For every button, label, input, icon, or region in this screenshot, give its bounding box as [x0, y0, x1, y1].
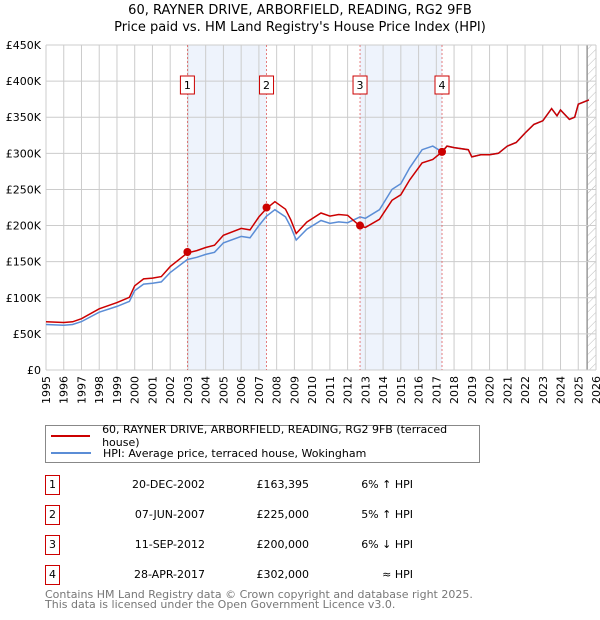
x-tick-label: 2009: [288, 376, 301, 404]
x-tick-label: 2012: [342, 376, 355, 404]
y-tick-label: £200K: [6, 220, 42, 233]
x-tick-label: 2000: [129, 376, 142, 404]
sale-date: 20-DEC-2002: [131, 478, 205, 491]
sale-date: 07-JUN-2007: [134, 508, 205, 521]
y-tick-label: £450K: [6, 39, 42, 52]
sale-number-badge: 1: [45, 475, 60, 495]
property-line: [45, 99, 590, 324]
x-tick-label: 2008: [271, 376, 284, 404]
sale-label-box: [179, 75, 195, 95]
sale-label: 3: [357, 79, 364, 92]
x-tick-label: 2007: [253, 376, 266, 404]
sale-label: 4: [439, 79, 446, 92]
sale-hpi-comparison: 5% ↑ HPI: [361, 508, 413, 521]
x-tick-label: 2019: [466, 376, 479, 404]
x-tick-label: 2013: [359, 376, 372, 404]
x-tick-label: 2011: [324, 376, 337, 404]
x-tick-label: 1997: [75, 376, 88, 404]
y-tick-label: £0: [27, 364, 41, 377]
sale-label: 1: [184, 79, 191, 92]
sale-price: £302,000: [256, 568, 310, 581]
sale-label-box: [352, 75, 368, 95]
x-tick-label: 2017: [430, 376, 443, 404]
x-tick-label: 2001: [146, 376, 159, 404]
y-tick-label: £100K: [6, 292, 42, 305]
x-tick-label: 2010: [306, 376, 319, 404]
footer-line-1: Contains HM Land Registry data © Crown c…: [45, 588, 473, 601]
sale-hpi-comparison: ≈ HPI: [382, 568, 413, 581]
chart-legend: 60, RAYNER DRIVE, ARBORFIELD, READING, R…: [45, 423, 480, 463]
shaded-period: [187, 45, 267, 370]
y-tick-label: £350K: [6, 111, 42, 124]
sale-number-badge: 2: [45, 505, 60, 525]
forecast-hatch: [587, 45, 596, 370]
sale-point: [438, 147, 446, 156]
x-tick-label: 2020: [484, 376, 497, 404]
x-tick-label: 2024: [555, 376, 568, 404]
sale-point: [356, 221, 365, 230]
sale-label: 2: [263, 79, 270, 92]
x-tick-label: 2014: [377, 376, 390, 404]
y-tick-label: £50K: [13, 328, 42, 341]
x-tick-label: 1998: [93, 376, 106, 404]
x-tick-label: 2015: [395, 376, 408, 404]
sale-label-box: [259, 75, 275, 95]
y-tick-label: £250K: [6, 183, 42, 196]
sale-price: £163,395: [256, 478, 310, 491]
sale-point: [183, 247, 192, 256]
sale-number-badge: 3: [45, 535, 60, 555]
footer-line-2: This data is licensed under the Open Gov…: [45, 598, 396, 611]
x-tick-label: 2025: [572, 376, 585, 404]
x-tick-label: 1999: [111, 376, 124, 404]
legend-property-label: 60, RAYNER DRIVE, ARBORFIELD, READING, R…: [102, 423, 448, 449]
y-tick-label: £400K: [6, 75, 42, 88]
sale-price: £225,000: [256, 508, 310, 521]
legend-hpi-label: HPI: Average price, terraced house, Woki…: [103, 446, 367, 460]
sale-row: 1 20-DEC-2002 £163,395 6% ↑ HPI: [45, 475, 445, 495]
x-tick-label: 1995: [40, 376, 53, 404]
x-tick-label: 2016: [413, 376, 426, 404]
price-chart: 1995 1996 1997 1998 1999 2000 2001 2002 2003 2004…: [6, 39, 600, 404]
x-tick-label: 2022: [519, 376, 532, 404]
sale-hpi-comparison: 6% ↑ HPI: [361, 478, 413, 491]
sale-row: 4 28-APR-2017 £302,000 ≈ HPI: [45, 565, 445, 585]
x-tick-label: 2006: [235, 376, 248, 404]
y-tick-label: £150K: [6, 256, 42, 269]
sale-point: [262, 203, 271, 212]
x-tick-label: 2002: [164, 376, 177, 404]
x-tick-label: 2005: [217, 376, 230, 404]
x-tick-label: 2021: [501, 376, 514, 404]
y-tick-label: £300K: [6, 147, 42, 160]
sale-label-box: [434, 75, 450, 95]
x-tick-label: 2023: [537, 376, 550, 404]
x-tick-label: 1996: [58, 376, 71, 404]
x-tick-label: 2004: [200, 376, 213, 404]
hpi-legend-swatch: [51, 452, 91, 454]
chart-subtitle: Price paid vs. HM Land Registry's House …: [114, 20, 486, 35]
sale-date: 28-APR-2017: [133, 568, 205, 581]
x-tick-label: 2003: [182, 376, 195, 404]
x-tick-label: 2026: [590, 376, 600, 404]
x-tick-label: 2018: [448, 376, 461, 404]
sale-row: 2 07-JUN-2007 £225,000 5% ↑ HPI: [45, 505, 445, 525]
property-legend-swatch: [51, 435, 91, 437]
sale-number-badge: 4: [45, 565, 60, 585]
sale-hpi-comparison: 6% ↓ HPI: [361, 538, 413, 551]
sale-price: £200,000: [256, 538, 310, 551]
sale-row: 3 11-SEP-2012 £200,000 6% ↓ HPI: [45, 535, 445, 555]
sale-date: 11-SEP-2012: [134, 538, 205, 551]
chart-title: 60, RAYNER DRIVE, ARBORFIELD, READING, R…: [128, 3, 472, 18]
footer: Contains HM Land Registry data © Crown c…: [45, 588, 473, 611]
